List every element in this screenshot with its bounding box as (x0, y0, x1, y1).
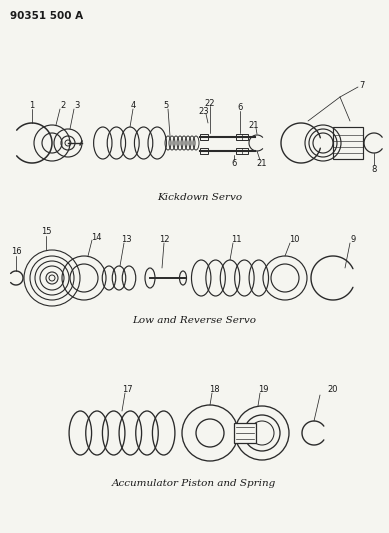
Text: Low and Reverse Servo: Low and Reverse Servo (132, 316, 256, 325)
Text: 2: 2 (60, 101, 66, 109)
Text: 14: 14 (91, 232, 101, 241)
Text: 23: 23 (199, 108, 209, 117)
Ellipse shape (179, 271, 186, 285)
Text: 16: 16 (11, 247, 21, 256)
Bar (234, 423, 256, 443)
Text: 15: 15 (41, 228, 51, 237)
Text: 21: 21 (249, 120, 259, 130)
Text: 22: 22 (205, 99, 215, 108)
Text: 7: 7 (359, 80, 364, 90)
Bar (236, 134, 248, 140)
Text: 10: 10 (289, 236, 299, 245)
Text: 17: 17 (122, 385, 132, 394)
Text: 12: 12 (159, 236, 169, 245)
Text: 5: 5 (163, 101, 168, 109)
Text: 21: 21 (257, 158, 267, 167)
Text: 18: 18 (209, 385, 219, 394)
Text: 9: 9 (350, 236, 356, 245)
Text: 20: 20 (328, 385, 338, 394)
Text: 8: 8 (371, 165, 377, 174)
Text: 6: 6 (231, 158, 237, 167)
Bar (200, 134, 208, 140)
Bar (236, 148, 248, 154)
Ellipse shape (145, 268, 155, 288)
Text: 1: 1 (30, 101, 35, 109)
Bar (333, 127, 363, 159)
Text: 13: 13 (121, 236, 131, 245)
Text: 11: 11 (231, 236, 241, 245)
Text: 90351 500 A: 90351 500 A (10, 11, 83, 21)
Text: 4: 4 (130, 101, 136, 109)
Text: 3: 3 (74, 101, 80, 109)
Text: 19: 19 (258, 385, 268, 394)
Text: Kickdown Servo: Kickdown Servo (158, 193, 243, 202)
Text: 6: 6 (237, 103, 243, 112)
Bar (200, 148, 208, 154)
Text: Accumulator Piston and Spring: Accumulator Piston and Spring (112, 479, 276, 488)
